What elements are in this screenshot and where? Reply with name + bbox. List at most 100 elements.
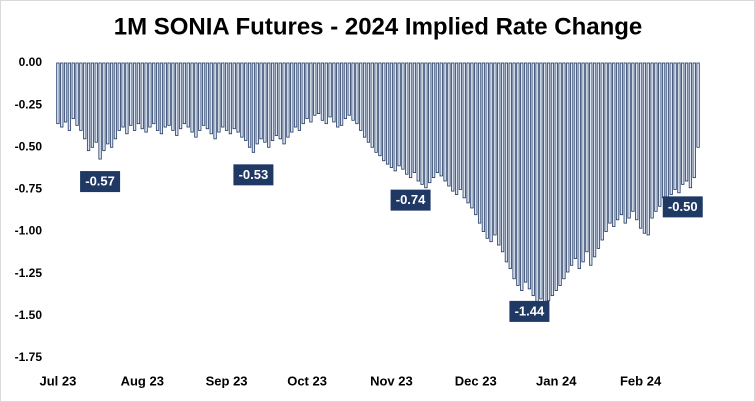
bar (527, 62, 532, 290)
bar (531, 62, 535, 297)
bar (558, 62, 562, 286)
bar (167, 62, 171, 126)
bar (286, 62, 290, 138)
bar (255, 62, 259, 145)
bar (209, 62, 213, 135)
bar (163, 62, 167, 128)
x-tick-label: Sep 23 (206, 373, 248, 388)
x-tick-label: Feb 24 (620, 373, 662, 388)
bar (477, 62, 482, 224)
bar (627, 62, 631, 219)
bar (282, 62, 286, 145)
bar (171, 62, 175, 131)
bar (267, 62, 271, 148)
bar (217, 62, 221, 133)
bar (355, 62, 359, 125)
bar (182, 62, 187, 125)
bar (688, 62, 693, 189)
bar (562, 62, 566, 280)
bar (650, 62, 654, 219)
bar (155, 62, 160, 131)
chart-title: 1M SONIA Futures - 2024 Implied Rate Cha… (114, 13, 643, 40)
x-tick-label: Jan 24 (536, 373, 577, 388)
bar (489, 62, 493, 243)
bar (512, 62, 516, 280)
bar (79, 62, 83, 131)
value-label-box (390, 189, 431, 211)
bar (696, 62, 700, 148)
bar (389, 62, 394, 168)
bar (642, 62, 647, 234)
bar (136, 62, 141, 125)
bar (213, 62, 217, 140)
bar (615, 62, 620, 221)
bar (186, 62, 190, 128)
bar (420, 62, 424, 185)
bar (86, 62, 91, 152)
y-tick-label: -1.50 (15, 308, 43, 322)
y-tick-label: 0.00 (19, 55, 43, 69)
bar (328, 62, 332, 118)
bar (523, 62, 528, 283)
x-tick-label: Aug 23 (121, 373, 164, 388)
bar (293, 62, 298, 128)
bar (362, 62, 367, 138)
bar (577, 62, 581, 270)
bar (175, 62, 179, 136)
bar (263, 62, 267, 143)
bar (221, 62, 225, 128)
bar (428, 62, 432, 184)
bar (554, 62, 558, 291)
bar (251, 62, 256, 153)
bar (194, 62, 198, 138)
x-tick-label: Oct 23 (287, 373, 327, 388)
bar (90, 62, 95, 148)
bar (290, 62, 294, 133)
bar (106, 62, 110, 145)
bar (397, 62, 401, 167)
bar (132, 62, 137, 131)
bar (516, 62, 520, 286)
bar (535, 62, 539, 303)
bar (236, 62, 240, 133)
value-label-box (233, 164, 274, 186)
bar (198, 62, 202, 131)
bar (121, 62, 125, 128)
bar (412, 62, 417, 173)
bar (71, 62, 75, 120)
bar (500, 62, 505, 253)
bar (612, 62, 616, 227)
bar (83, 62, 87, 140)
bar (623, 62, 627, 224)
bar (232, 62, 236, 130)
bar (374, 62, 378, 153)
bar (485, 62, 489, 239)
value-label: -0.50 (668, 199, 698, 214)
bar (661, 62, 666, 199)
bar (585, 62, 589, 253)
bar (113, 62, 118, 140)
bar (313, 62, 317, 116)
bar (454, 62, 459, 195)
bar (297, 62, 302, 131)
value-label-box (80, 171, 121, 193)
bar (102, 62, 106, 152)
value-label-box (509, 300, 550, 322)
x-tick-label: Jul 23 (39, 373, 76, 388)
y-tick-label: -1.25 (15, 266, 43, 280)
bar (566, 62, 570, 273)
bar (129, 62, 133, 126)
bar (67, 62, 72, 131)
bar (435, 62, 440, 173)
bar (140, 62, 144, 130)
bar (589, 62, 593, 266)
bar (684, 62, 689, 182)
bar (301, 62, 305, 125)
bar (347, 62, 351, 116)
bar (416, 62, 420, 182)
bar (596, 62, 601, 249)
value-label: -0.57 (85, 174, 115, 189)
bar (94, 62, 98, 143)
x-tick-label: Nov 23 (370, 373, 413, 388)
